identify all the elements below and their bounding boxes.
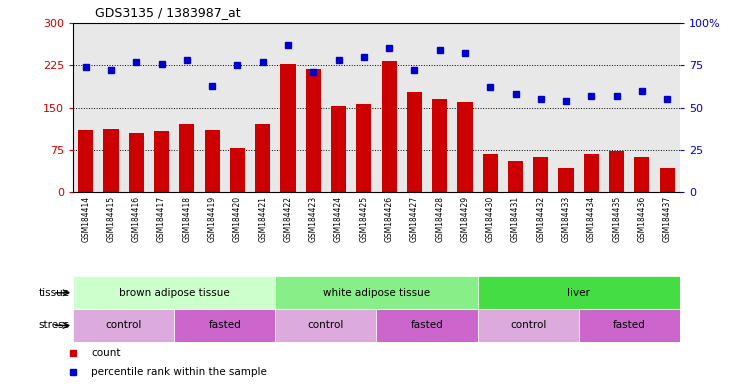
Text: GSM184419: GSM184419 (208, 196, 216, 242)
Text: GSM184429: GSM184429 (461, 196, 469, 242)
Text: GSM184416: GSM184416 (132, 196, 141, 242)
Bar (255, 124, 270, 192)
Text: brown adipose tissue: brown adipose tissue (119, 288, 230, 298)
Text: GSM184426: GSM184426 (385, 196, 393, 242)
Text: fasted: fasted (208, 320, 241, 331)
Bar (281, 64, 295, 192)
Text: GSM184415: GSM184415 (107, 196, 115, 242)
Bar (205, 130, 220, 192)
Bar (306, 69, 321, 192)
Text: GSM184432: GSM184432 (537, 196, 545, 242)
Text: GSM184431: GSM184431 (511, 196, 520, 242)
Bar (579, 309, 680, 342)
Bar (508, 161, 523, 192)
Bar (129, 133, 144, 192)
Text: white adipose tissue: white adipose tissue (323, 288, 430, 298)
Text: GSM184418: GSM184418 (182, 196, 192, 242)
Text: GSM184434: GSM184434 (587, 196, 596, 242)
Bar (179, 124, 194, 192)
Text: GSM184437: GSM184437 (663, 196, 672, 242)
Bar (406, 92, 422, 192)
Text: fasted: fasted (411, 320, 444, 331)
Text: GSM184433: GSM184433 (561, 196, 571, 242)
Text: GSM184435: GSM184435 (612, 196, 621, 242)
Text: liver: liver (567, 288, 590, 298)
Text: GSM184417: GSM184417 (157, 196, 166, 242)
Bar (73, 276, 276, 309)
Bar (382, 61, 397, 192)
Bar (477, 309, 579, 342)
Text: control: control (510, 320, 546, 331)
Bar (174, 309, 276, 342)
Bar (356, 104, 371, 192)
Bar (73, 309, 174, 342)
Text: GSM184436: GSM184436 (637, 196, 646, 242)
Text: control: control (308, 320, 344, 331)
Bar (432, 99, 447, 192)
Text: GSM184430: GSM184430 (485, 196, 495, 242)
Bar (609, 151, 624, 192)
Text: GSM184425: GSM184425 (360, 196, 368, 242)
Bar (477, 276, 680, 309)
Bar (331, 106, 346, 192)
Text: control: control (105, 320, 142, 331)
Bar (154, 131, 169, 192)
Bar (635, 157, 649, 192)
Bar (659, 168, 675, 192)
Text: GSM184421: GSM184421 (258, 196, 268, 242)
Bar (558, 168, 574, 192)
Text: count: count (91, 348, 121, 358)
Text: GSM184422: GSM184422 (284, 196, 292, 242)
Text: percentile rank within the sample: percentile rank within the sample (91, 367, 268, 377)
Text: GSM184414: GSM184414 (81, 196, 90, 242)
Text: GSM184424: GSM184424 (334, 196, 343, 242)
Text: GDS3135 / 1383987_at: GDS3135 / 1383987_at (95, 6, 240, 19)
Text: fasted: fasted (613, 320, 645, 331)
Text: stress: stress (38, 320, 69, 331)
Bar (276, 276, 477, 309)
Bar (533, 157, 548, 192)
Bar (276, 309, 376, 342)
Text: GSM184423: GSM184423 (308, 196, 318, 242)
Bar (78, 130, 94, 192)
Bar (458, 102, 472, 192)
Bar (482, 154, 498, 192)
Text: GSM184428: GSM184428 (435, 196, 444, 242)
Text: GSM184427: GSM184427 (410, 196, 419, 242)
Text: tissue: tissue (38, 288, 69, 298)
Text: GSM184420: GSM184420 (233, 196, 242, 242)
Bar (584, 154, 599, 192)
Bar (230, 148, 245, 192)
Bar (104, 129, 118, 192)
Bar (376, 309, 477, 342)
